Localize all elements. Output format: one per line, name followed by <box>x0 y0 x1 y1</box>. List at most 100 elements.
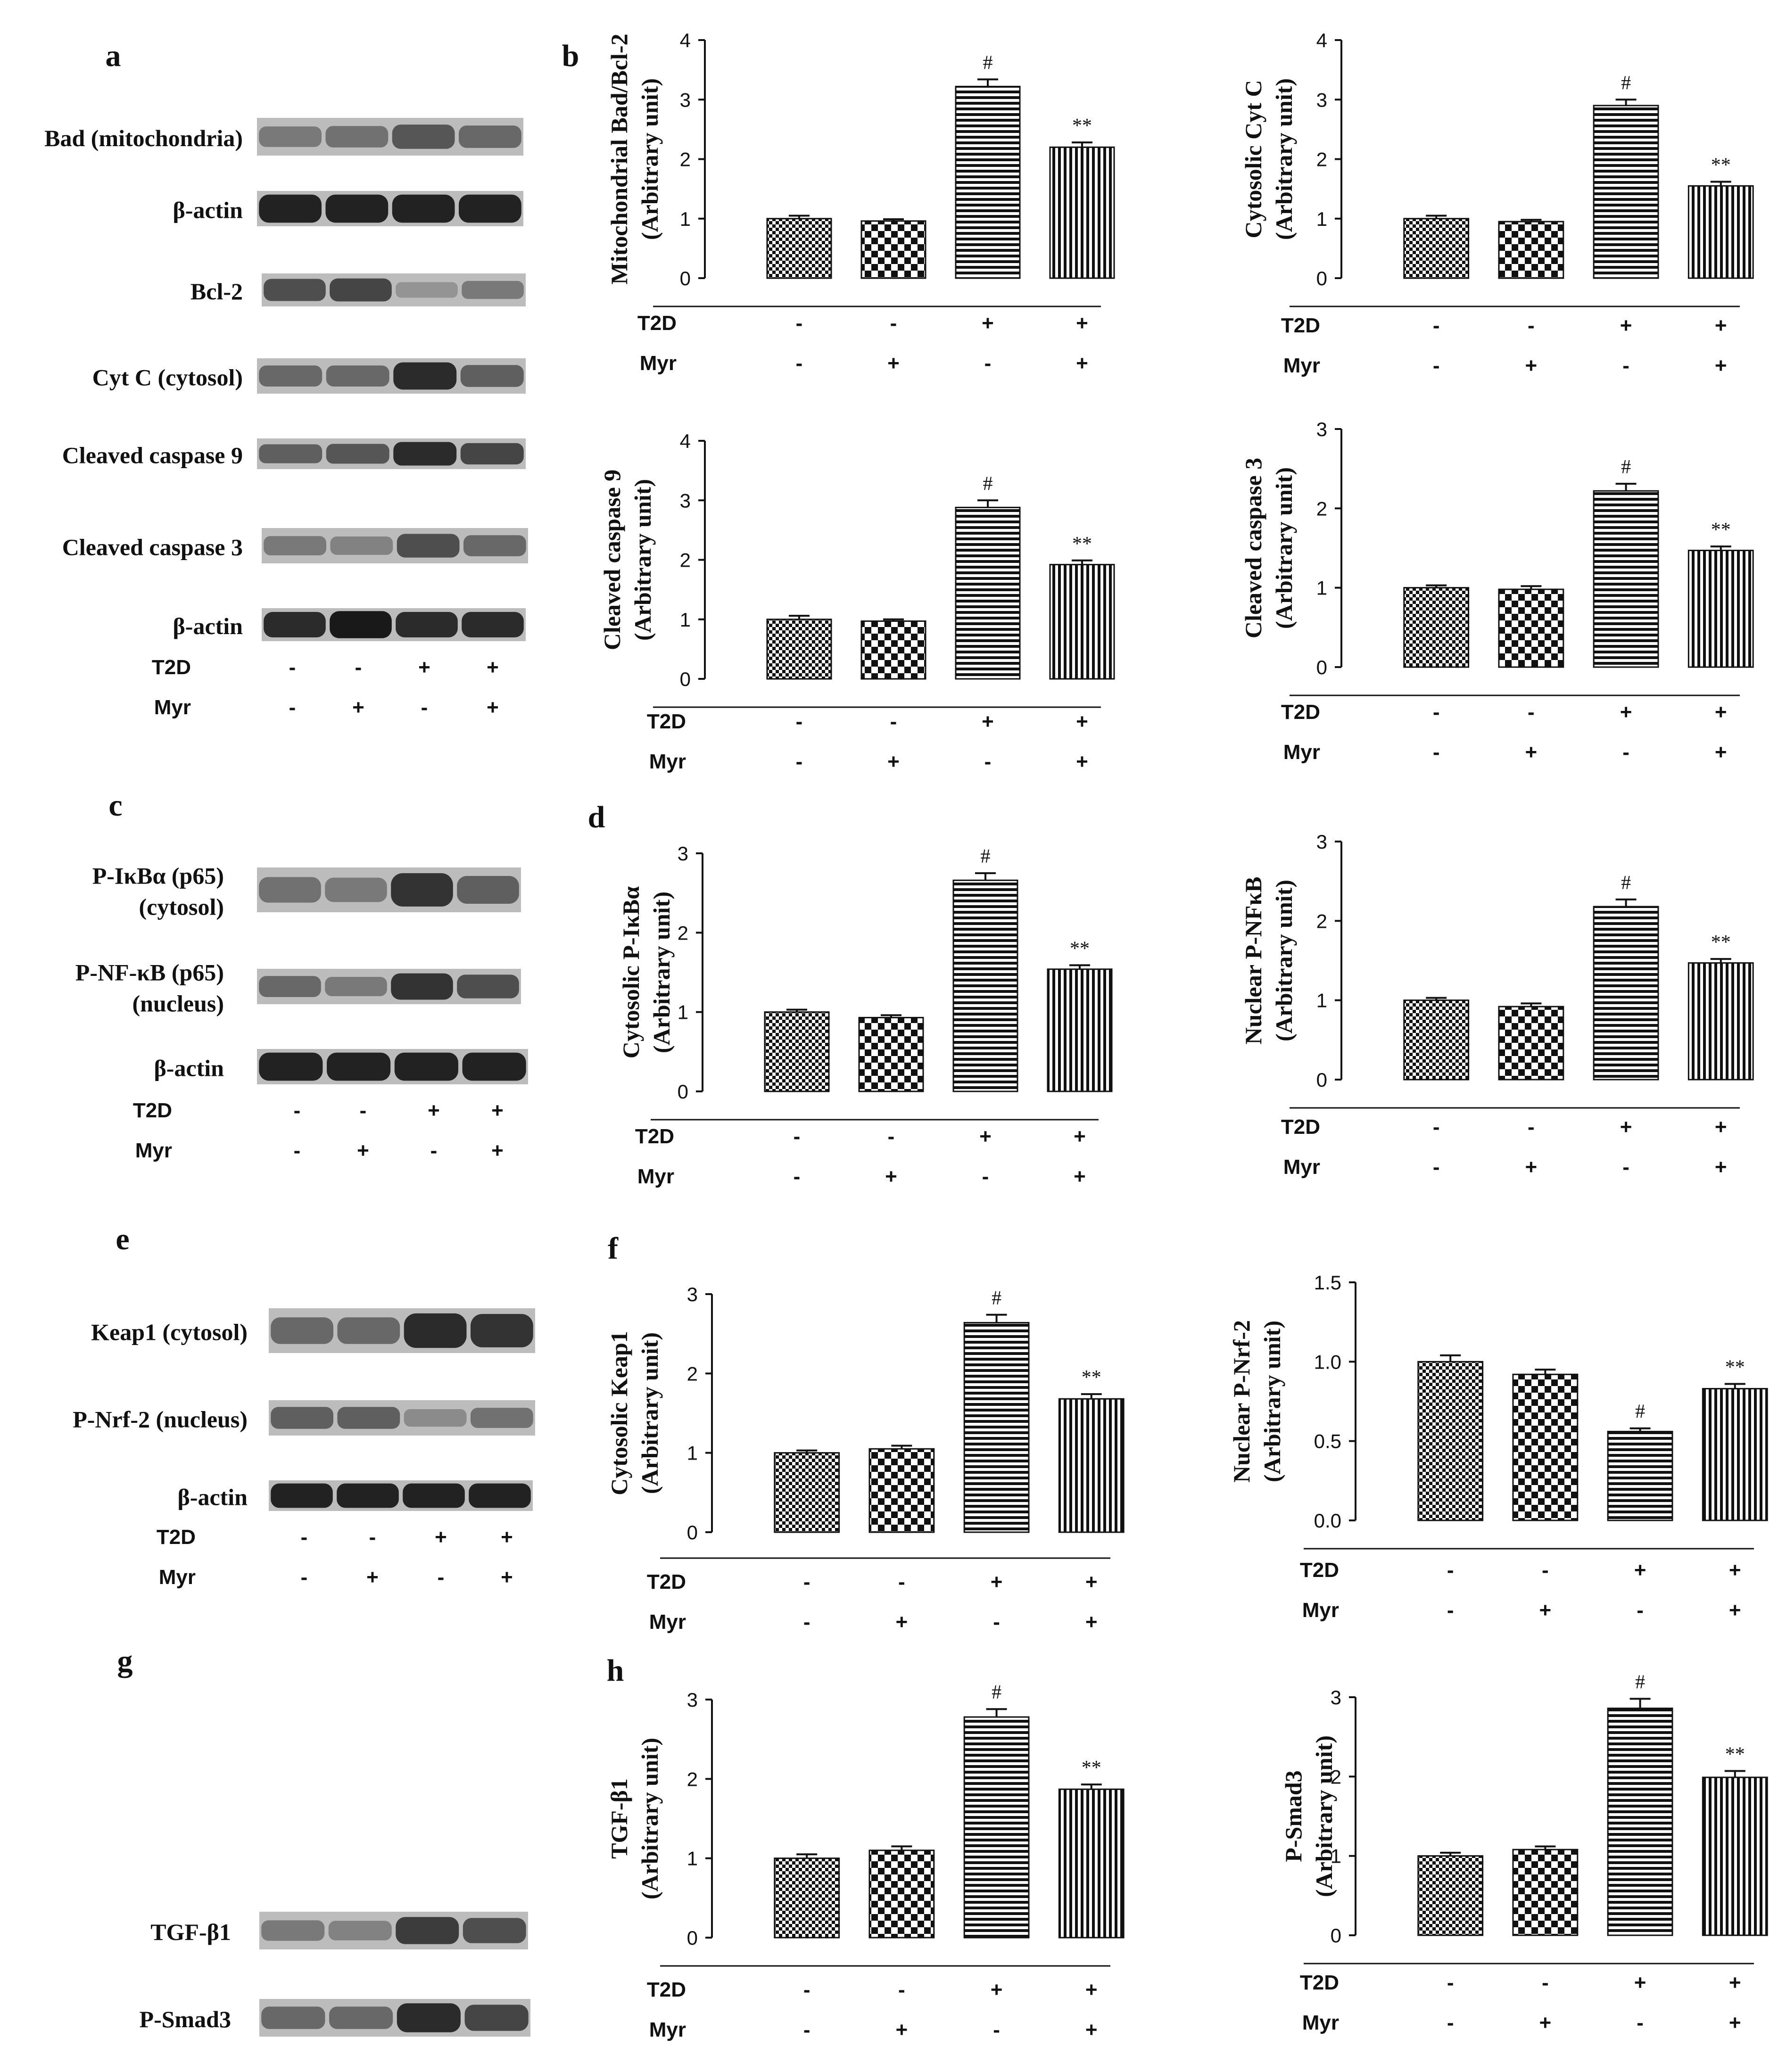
condition-sign: + <box>1539 2011 1552 2034</box>
y-tick-label: 1 <box>1316 990 1327 1012</box>
blot-band <box>325 977 387 996</box>
blot-band <box>328 1921 392 1940</box>
significance-marker: # <box>1635 1401 1645 1423</box>
bar-myr <box>1512 1373 1579 1521</box>
blot-row-label: P-NF-κB (p65) <box>75 959 224 986</box>
blot-panel-c: c P-IκBα (p65) (cytosol) P-NF-κB (p65) (nucl… <box>75 788 528 1162</box>
blot-band <box>462 281 524 299</box>
panel-letter: b <box>562 39 579 73</box>
blot-band <box>396 282 458 298</box>
bar-t2d-myr <box>1687 185 1754 279</box>
blot-band <box>261 2006 325 2029</box>
y-axis-label: Nuclear P-NFκB <box>1240 877 1266 1045</box>
blot-band <box>397 2003 461 2032</box>
condition-sign: + <box>1715 314 1727 337</box>
condition-label-t2d: T2D <box>647 710 686 733</box>
blot-row-label: (cytosol) <box>139 894 224 920</box>
bar-myr <box>868 1849 935 1939</box>
significance-marker: # <box>981 846 991 867</box>
blot-band <box>264 279 326 301</box>
condition-label-myr: Myr <box>649 2018 686 2041</box>
y-axis-label: Cleaved caspase 3 <box>1240 458 1266 638</box>
y-tick-label: 0 <box>1331 1924 1341 1947</box>
significance-marker: ** <box>1072 533 1092 555</box>
condition-sign: + <box>501 1566 513 1589</box>
y-tick-label: 0 <box>680 267 691 289</box>
blot-panel-g: g TGF-β1 P-Smad3 <box>117 1644 530 2037</box>
condition-label-t2d: T2D <box>1281 1115 1320 1139</box>
condition-sign: + <box>991 1978 1003 2001</box>
blot-band <box>259 976 321 997</box>
y-tick-label: 4 <box>680 430 691 452</box>
condition-sign: + <box>428 1099 440 1122</box>
y-axis-label: (Arbitrary unit) <box>1271 880 1297 1041</box>
condition-label-myr: Myr <box>154 696 191 719</box>
condition-sign: - <box>890 710 897 733</box>
condition-sign: + <box>896 2018 908 2041</box>
blot-band <box>271 1483 333 1508</box>
condition-sign: - <box>1433 1115 1440 1139</box>
significance-marker: ** <box>1725 1356 1745 1378</box>
condition-label-myr: Myr <box>637 1165 674 1188</box>
panel-letter: e <box>116 1222 129 1256</box>
bar-control <box>1403 587 1470 668</box>
condition-sign: - <box>1447 1971 1454 1994</box>
condition-sign: + <box>1715 701 1727 724</box>
condition-sign: + <box>366 1566 379 1589</box>
blot-band <box>396 1917 459 1944</box>
condition-sign: - <box>1433 701 1440 724</box>
blot-band <box>470 1314 533 1347</box>
blot-band <box>264 612 326 637</box>
condition-sign: + <box>1715 1156 1727 1179</box>
condition-sign: + <box>1715 741 1727 764</box>
significance-marker: # <box>1621 872 1631 894</box>
condition-sign: - <box>1433 1156 1440 1179</box>
condition-label-myr: Myr <box>649 1610 686 1634</box>
condition-sign: + <box>1620 314 1632 337</box>
blot-band <box>469 1483 531 1508</box>
y-tick-label: 4 <box>680 29 691 51</box>
y-axis-label: P-Smad3 <box>1280 1770 1307 1862</box>
condition-sign: - <box>355 656 362 679</box>
condition-sign: - <box>796 312 803 335</box>
blot-row-label: P-Smad3 <box>140 2006 231 2032</box>
bar-t2d <box>1607 1708 1673 1936</box>
y-tick-label: 0.0 <box>1314 1510 1341 1532</box>
condition-sign: + <box>1729 1559 1741 1582</box>
y-tick-label: 2 <box>1316 497 1327 520</box>
condition-label-t2d: T2D <box>1281 314 1320 337</box>
blot-band <box>330 611 392 638</box>
bar-chart: 0 1 2 3 Nuclear P-NFκB (Arbitrary unit) # ** T2D… <box>1240 831 1754 1179</box>
blot-band <box>464 2005 529 2031</box>
bar-control <box>764 1011 830 1092</box>
condition-label-t2d: T2D <box>647 1978 686 2001</box>
bar-myr <box>860 220 926 279</box>
y-axis-label: Cytosolic Cyt C <box>1240 80 1266 238</box>
condition-label-t2d: T2D <box>157 1526 196 1549</box>
condition-sign: - <box>993 2018 1000 2041</box>
condition-sign: - <box>796 710 803 733</box>
blot-row-label: (nucleus) <box>132 991 224 1017</box>
condition-sign: - <box>1433 354 1440 377</box>
condition-sign: - <box>1637 2011 1644 2034</box>
condition-sign: - <box>984 352 992 375</box>
condition-sign: + <box>501 1526 513 1549</box>
condition-sign: + <box>887 750 900 773</box>
bar-chart: 0 1 2 3 4 Mitochondrial Bad/Bcl-2 (Arbitrary u… <box>606 29 1115 375</box>
y-tick-label: 1 <box>1331 1845 1341 1867</box>
blot-row-label: Keap1 (cytosol) <box>91 1319 248 1346</box>
blot-band <box>325 194 389 223</box>
significance-marker: # <box>1635 1671 1645 1693</box>
blot-band <box>330 278 392 302</box>
blot-band <box>460 443 524 465</box>
blot-band <box>326 444 389 464</box>
blot-band <box>404 1313 467 1348</box>
y-tick-label: 3 <box>1331 1686 1341 1709</box>
y-tick-label: 3 <box>1316 418 1327 440</box>
panel-letter: d <box>588 800 605 834</box>
bar-t2d <box>1593 906 1659 1081</box>
condition-sign: - <box>803 1570 810 1593</box>
y-tick-label: 3 <box>678 842 688 865</box>
condition-sign: - <box>1447 1559 1454 1582</box>
condition-sign: - <box>993 1610 1000 1634</box>
